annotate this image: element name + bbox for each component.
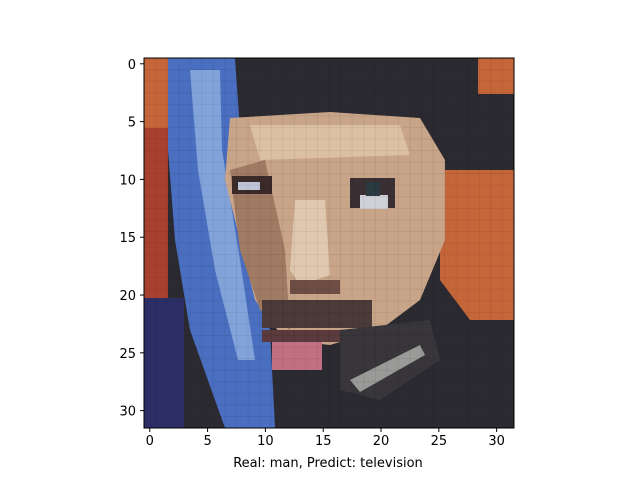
face-shadow-left xyxy=(230,160,290,330)
pixel-grid-overlay xyxy=(144,58,514,428)
nose xyxy=(290,200,330,285)
right-orange-top-corner xyxy=(478,58,514,94)
x-tick-label: 15 xyxy=(315,434,332,449)
right-eye-iris xyxy=(366,182,380,196)
lips-dark xyxy=(262,330,342,342)
y-tick-label: 25 xyxy=(119,347,136,362)
right-orange-region xyxy=(440,170,514,320)
forehead-highlight xyxy=(250,125,410,160)
pixelated-face-image xyxy=(144,58,514,428)
collar-highlight xyxy=(350,345,425,392)
prediction-caption: Real: man, Predict: television xyxy=(233,456,423,471)
mustache xyxy=(262,300,372,328)
navy-bottom-left xyxy=(144,298,184,428)
axes-frame xyxy=(143,57,515,429)
y-tick-label: 30 xyxy=(119,405,136,420)
left-orange-top xyxy=(144,58,168,128)
y-tick-label: 0 xyxy=(128,58,136,73)
x-tick-label: 0 xyxy=(146,434,154,449)
y-axis: 0 5 10 15 20 25 30 xyxy=(119,58,144,420)
x-tick-label: 10 xyxy=(257,434,274,449)
left-eye-light xyxy=(238,182,260,190)
y-tick-label: 15 xyxy=(119,231,136,246)
x-axis: 0 5 10 15 20 25 30 xyxy=(146,428,505,449)
lips xyxy=(272,340,322,370)
y-tick-label: 5 xyxy=(128,116,136,131)
y-tick-label: 10 xyxy=(119,173,136,188)
blue-highlight xyxy=(190,70,255,360)
right-eye-light xyxy=(360,195,388,209)
y-tick-label: 20 xyxy=(119,289,136,304)
x-tick-label: 20 xyxy=(373,434,390,449)
nose-shadow xyxy=(290,280,340,294)
x-tick-label: 30 xyxy=(488,434,505,449)
x-tick-label: 5 xyxy=(203,434,211,449)
x-tick-label: 25 xyxy=(431,434,448,449)
